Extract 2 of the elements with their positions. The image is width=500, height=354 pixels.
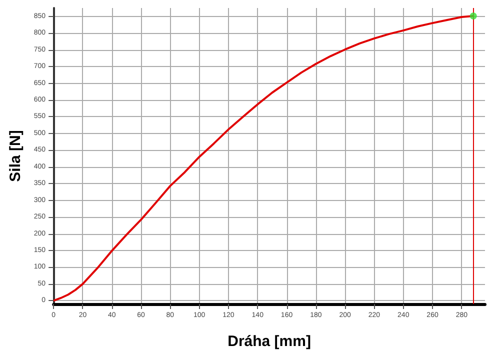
x-axis-title: Dráha [mm] [228,333,311,350]
y-axis-title: Sila [N] [7,130,24,182]
